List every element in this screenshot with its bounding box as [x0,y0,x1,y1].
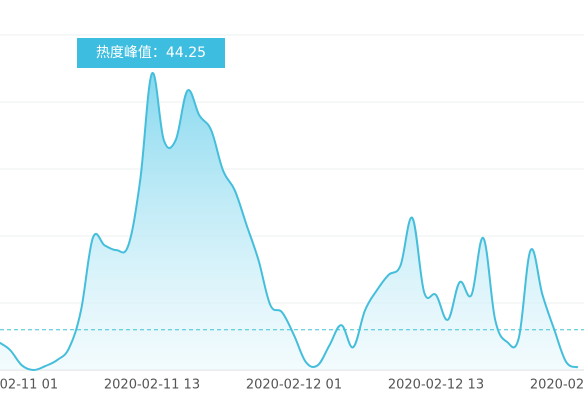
line [0,72,579,371]
x-tick-label: 2020-02-11 01 [0,378,58,393]
x-tick-label: 2020-02-12 13 [388,378,484,393]
x-tick-label: 2020-02-11 13 [104,378,200,393]
x-tick-label: 2020-02-12 01 [246,378,342,393]
x-tick-label: 2020-02-13 01 [530,378,584,393]
peak-annotation: 热度峰值：44.25 [76,38,225,68]
annotation-box [76,38,225,68]
annotation-text: 热度峰值：44.25 [96,45,206,61]
